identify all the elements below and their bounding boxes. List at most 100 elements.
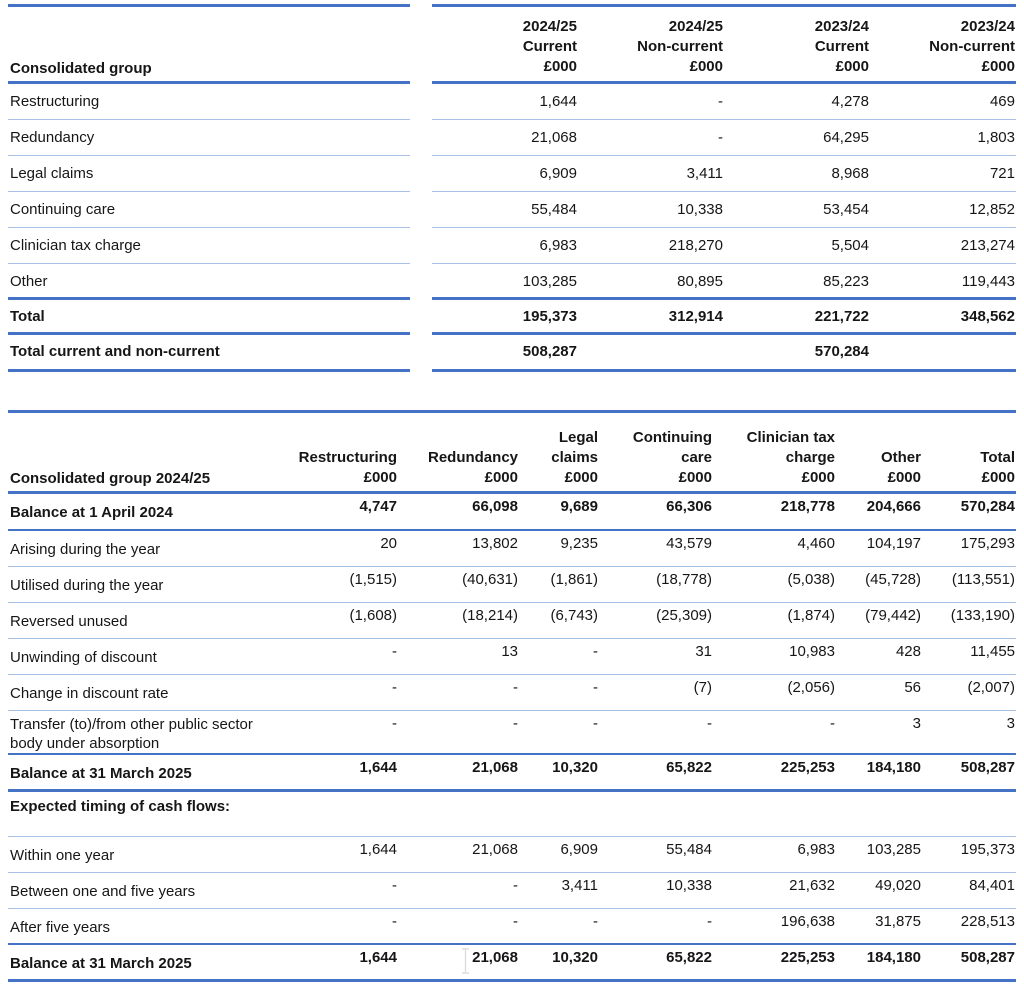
value-cell: 10,320 — [552, 759, 598, 776]
movements-row-utilised: Utilised during the year (1,515) (40,631… — [8, 567, 1016, 603]
column-header: 2023/24 Current £000 — [814, 18, 869, 75]
column-header: Redundancy £000 — [427, 449, 518, 486]
value-cell: 508,287 — [522, 343, 577, 360]
value-cell: 84,401 — [969, 877, 1015, 894]
movements-row-arising: Arising during the year 20 13,802 9,235 … — [8, 531, 1016, 567]
row-label: Balance at 1 April 2024 — [10, 504, 173, 521]
value-cell: 1,644 — [359, 949, 397, 966]
value-cell: - — [830, 715, 835, 732]
value-cell: 13,802 — [472, 535, 518, 552]
value-cell: 9,689 — [560, 498, 598, 515]
summary-corner-label: Consolidated group — [8, 4, 410, 84]
row-label: Restructuring — [8, 84, 410, 120]
value-cell: 21,068 — [472, 949, 518, 966]
movements-row-expected-timing-heading: Expected timing of cash flows: — [8, 792, 1016, 837]
value-cell: - — [593, 715, 598, 732]
value-cell: 66,306 — [666, 498, 712, 515]
value-cell: 85,223 — [823, 273, 869, 290]
provisions-note: Consolidated group 2024/25 Current £000 … — [8, 4, 1016, 982]
value-cell: (2,056) — [787, 679, 835, 696]
row-label: Redundancy — [8, 120, 410, 156]
value-cell: 55,484 — [531, 201, 577, 218]
row-label: Total current and non-current — [8, 335, 410, 372]
value-cell: - — [513, 877, 518, 894]
value-cell: 348,562 — [960, 308, 1015, 325]
value-cell: 218,778 — [780, 498, 835, 515]
summary-row-legal-claims: Legal claims 6,909 3,411 8,968 721 — [8, 156, 1016, 192]
row-label: Other — [8, 264, 410, 300]
value-cell: 428 — [895, 643, 921, 660]
value-cell: 3,411 — [561, 877, 598, 894]
row-label: Balance at 31 March 2025 — [10, 955, 192, 972]
movements-row-between-one-and-five-years: Between one and five years - - 3,411 10,… — [8, 873, 1016, 909]
summary-row-restructuring: Restructuring 1,644 - 4,278 469 — [8, 84, 1016, 120]
movements-row-reversed-unused: Reversed unused (1,608) (18,214) (6,743)… — [8, 603, 1016, 639]
row-label: Unwinding of discount — [10, 649, 157, 666]
value-cell: 10,338 — [666, 877, 712, 894]
row-label: Balance at 31 March 2025 — [10, 765, 192, 782]
row-label: Arising during the year — [10, 541, 161, 558]
value-cell: 184,180 — [866, 949, 921, 966]
value-cell: (18,214) — [462, 607, 518, 624]
value-cell: 6,909 — [539, 165, 577, 182]
value-cell: 721 — [989, 165, 1015, 182]
value-cell: 11,455 — [970, 643, 1015, 660]
section-heading: Expected timing of cash flows: — [10, 798, 231, 815]
value-cell: 31 — [695, 643, 712, 660]
value-cell: 20 — [380, 535, 397, 552]
value-cell: 21,068 — [472, 841, 518, 858]
value-cell: 6,983 — [797, 841, 835, 858]
value-cell — [578, 335, 724, 343]
value-cell: 1,644 — [359, 759, 397, 776]
value-cell: 508,287 — [960, 759, 1015, 776]
value-cell: 225,253 — [780, 759, 835, 776]
value-cell: (18,778) — [656, 571, 712, 588]
value-cell: (133,190) — [950, 607, 1015, 624]
value-cell: 10,338 — [677, 201, 723, 218]
summary-header-row: Consolidated group 2024/25 Current £000 … — [8, 4, 1016, 84]
value-cell: 312,914 — [668, 308, 723, 325]
value-cell: 196,638 — [780, 913, 835, 930]
value-cell: (113,551) — [951, 571, 1015, 588]
value-cell: 21,068 — [531, 129, 577, 146]
value-cell: - — [392, 913, 397, 930]
column-header: Restructuring £000 — [298, 449, 397, 486]
column-header: Other £000 — [880, 449, 921, 486]
value-cell: 10,983 — [789, 643, 835, 660]
movements-header-row: Consolidated group 2024/25 Restructuring… — [8, 410, 1016, 494]
value-cell: 80,895 — [677, 273, 723, 290]
value-cell: - — [593, 913, 598, 930]
value-cell: - — [718, 93, 723, 110]
row-label: Total — [8, 300, 410, 335]
summary-row-total-current-and-non-current: Total current and non-current 508,287 57… — [8, 335, 1016, 372]
row-label: Between one and five years — [10, 883, 196, 900]
value-cell: 6,983 — [539, 237, 577, 254]
value-cell: - — [513, 715, 518, 732]
value-cell: 508,287 — [960, 949, 1015, 966]
value-cell — [870, 335, 1016, 343]
value-cell: 21,632 — [789, 877, 835, 894]
value-cell: 5,504 — [831, 237, 869, 254]
value-cell: (1,608) — [349, 607, 397, 624]
movements-row-balance-1-april-2024: Balance at 1 April 2024 4,747 66,098 9,6… — [8, 494, 1016, 531]
value-cell: (40,631) — [462, 571, 518, 588]
value-cell: - — [392, 679, 397, 696]
value-cell: (5,038) — [787, 571, 835, 588]
value-cell: 103,285 — [522, 273, 577, 290]
row-label: After five years — [10, 919, 111, 936]
value-cell: 175,293 — [960, 535, 1015, 552]
value-cell: 12,852 — [969, 201, 1015, 218]
row-label: Continuing care — [8, 192, 410, 228]
value-cell: (1,515) — [349, 571, 397, 588]
value-cell: (79,442) — [865, 607, 921, 624]
summary-row-clinician-tax-charge: Clinician tax charge 6,983 218,270 5,504… — [8, 228, 1016, 264]
value-cell: (6,743) — [550, 607, 598, 624]
value-cell: 221,722 — [814, 308, 869, 325]
value-cell: - — [392, 877, 397, 894]
provisions-movements-table: Consolidated group 2024/25 Restructuring… — [8, 410, 1016, 982]
value-cell: 8,968 — [831, 165, 869, 182]
summary-row-redundancy: Redundancy 21,068 - 64,295 1,803 — [8, 120, 1016, 156]
value-cell: 4,460 — [797, 535, 835, 552]
value-cell: (45,728) — [865, 571, 921, 588]
value-cell: (25,309) — [656, 607, 712, 624]
